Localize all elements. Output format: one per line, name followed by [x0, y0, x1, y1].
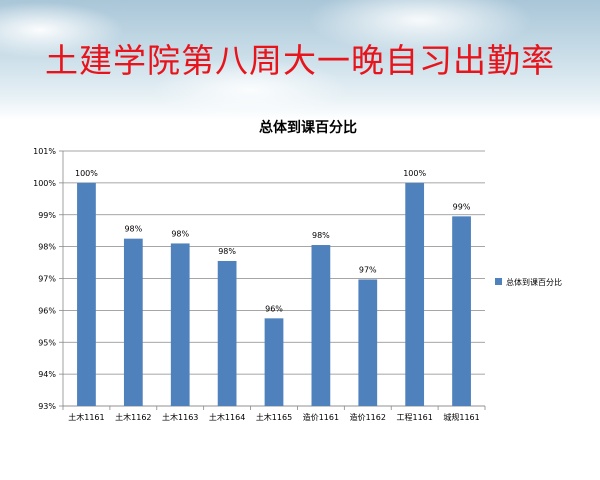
bar: [123, 238, 143, 406]
x-tick-label: 造价1161: [303, 412, 339, 422]
bar: [405, 182, 425, 406]
x-tick-label: 工程1161: [396, 413, 432, 422]
bar: [264, 318, 284, 406]
x-tick-label: 土木1164: [209, 412, 245, 422]
data-label: 96%: [265, 304, 283, 313]
y-tick-label: 100%: [33, 179, 56, 188]
y-tick-label: 96%: [38, 306, 56, 315]
y-tick-label: 95%: [38, 338, 56, 347]
bar: [358, 279, 378, 406]
y-tick-label: 99%: [38, 211, 56, 220]
data-label: 98%: [218, 247, 236, 256]
slide-headline: 土建学院第八周大一晚自习出勤率: [45, 41, 555, 80]
bar: [77, 182, 96, 406]
y-tick-label: 101%: [33, 147, 56, 156]
data-label: 98%: [171, 229, 189, 238]
y-tick-label: 98%: [38, 243, 56, 252]
chart-title: 总体到课百分比: [259, 120, 357, 136]
bar: [311, 245, 331, 406]
y-tick-label: 94%: [38, 370, 56, 379]
bar: [217, 260, 237, 406]
data-label: 99%: [453, 202, 471, 211]
x-tick-label: 土木1162: [115, 412, 151, 422]
data-label: 98%: [124, 225, 142, 234]
x-tick-label: 造价1162: [350, 412, 386, 422]
bar: [170, 243, 190, 406]
y-tick-label: 93%: [38, 402, 56, 411]
x-tick-label: 土木1165: [256, 412, 292, 422]
bar: [452, 216, 471, 406]
sky-background: [0, 0, 600, 120]
data-label: 98%: [312, 231, 330, 240]
data-label: 97%: [359, 265, 377, 274]
x-tick-label: 城规1161: [443, 412, 479, 422]
data-label: 100%: [403, 169, 426, 178]
data-label: 100%: [75, 169, 98, 178]
y-tick-label: 97%: [38, 275, 56, 284]
legend-label: 总体到课百分比: [506, 277, 562, 287]
x-tick-label: 土木1163: [162, 412, 198, 422]
legend-swatch: [495, 278, 502, 285]
x-tick-label: 土木1161: [68, 412, 104, 422]
